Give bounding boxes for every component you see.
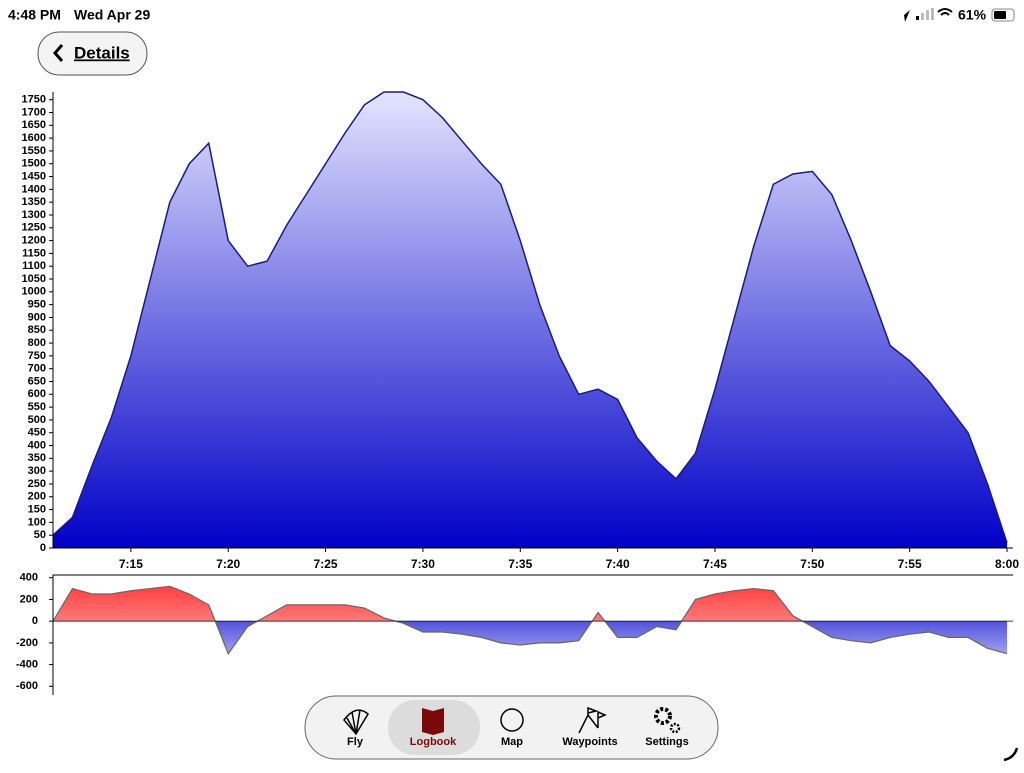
- y-tick-label: 400: [28, 439, 46, 451]
- tab-label[interactable]: Settings: [645, 736, 688, 748]
- tab-label[interactable]: Waypoints: [562, 736, 617, 748]
- y-tick-label: 1550: [22, 145, 46, 157]
- status-date: Wed Apr 29: [74, 7, 150, 23]
- tab-bar-bg: [304, 695, 719, 760]
- x-tick-label: 7:40: [606, 557, 630, 571]
- y-tick-label: 1400: [22, 183, 46, 195]
- location-icon: [898, 10, 910, 22]
- y-tick-label: 1350: [22, 196, 46, 208]
- tab-label[interactable]: Logbook: [410, 736, 457, 748]
- settings-icon: [654, 707, 672, 725]
- x-tick-label: 7:35: [508, 557, 532, 571]
- y-tick-label: 800: [28, 337, 46, 349]
- y-tick-label: 1150: [22, 247, 46, 259]
- tab-label[interactable]: Map: [501, 736, 523, 748]
- y-tick-label: 1500: [22, 158, 46, 170]
- vario-down-area: [53, 621, 1007, 654]
- x-tick-label: 8:00: [995, 557, 1019, 571]
- signal-icon: [916, 8, 934, 20]
- y-tick-label: 0: [32, 615, 38, 627]
- y-tick-label: 1000: [22, 286, 46, 298]
- y-tick-label: 1200: [22, 234, 46, 246]
- x-tick-label: 7:55: [898, 557, 922, 571]
- y-tick-label: 1650: [22, 119, 46, 131]
- y-tick-label: 550: [28, 401, 46, 413]
- y-tick-label: -600: [16, 680, 38, 692]
- y-tick-label: 200: [28, 491, 46, 503]
- y-tick-label: 400: [20, 572, 38, 584]
- y-tick-label: 450: [28, 427, 46, 439]
- back-button-bg[interactable]: [37, 31, 148, 76]
- y-tick-label: 700: [28, 363, 46, 375]
- x-tick-label: 7:20: [216, 557, 240, 571]
- x-tick-label: 7:30: [411, 557, 435, 571]
- y-tick-label: 350: [28, 452, 46, 464]
- vario-up-area: [53, 586, 803, 622]
- y-tick-label: 150: [28, 503, 46, 515]
- y-tick-label: 600: [28, 388, 46, 400]
- y-tick-label: 900: [28, 311, 46, 323]
- status-time: 4:48 PM: [8, 7, 61, 23]
- wifi-icon: [937, 8, 953, 16]
- y-tick-label: 0: [40, 542, 46, 554]
- settings-icon-small: [669, 722, 681, 734]
- waypoints-icon: [578, 706, 607, 734]
- y-tick-label: 500: [28, 414, 46, 426]
- back-label[interactable]: Details: [74, 43, 130, 62]
- y-tick-label: 1600: [22, 132, 46, 144]
- tab-bar: Fly Logbook Map Waypoints Settings: [304, 695, 719, 760]
- x-tick-label: 7:50: [800, 557, 824, 571]
- altitude-line: [52, 91, 1008, 544]
- battery-level: [994, 11, 1006, 19]
- y-tick-label: -200: [16, 637, 38, 649]
- y-tick-label: 1300: [22, 209, 46, 221]
- altitude-area: [53, 92, 1007, 548]
- y-tick-label: 250: [28, 478, 46, 490]
- charts: 0501001502002503003504004505005506006507…: [16, 91, 1019, 695]
- back-button[interactable]: Details: [37, 31, 148, 76]
- x-tick-label: 7:25: [314, 557, 338, 571]
- y-tick-label: 1450: [22, 170, 46, 182]
- battery-icon: [991, 8, 1015, 22]
- tab-label[interactable]: Fly: [347, 736, 364, 748]
- y-tick-label: -400: [16, 658, 38, 670]
- y-tick-label: 1250: [22, 222, 46, 234]
- map-icon: [500, 708, 524, 732]
- y-tick-label: 1100: [22, 260, 46, 272]
- y-tick-label: 200: [20, 593, 38, 605]
- resize-handle: [1003, 747, 1019, 762]
- x-tick-label: 7:15: [119, 557, 143, 571]
- y-tick-label: 850: [28, 324, 46, 336]
- fly-icon: [343, 709, 369, 736]
- y-tick-label: 750: [28, 350, 46, 362]
- y-tick-label: 50: [34, 529, 46, 541]
- y-tick-label: 950: [28, 299, 46, 311]
- logbook-icon: [422, 708, 444, 735]
- status-battery: 61%: [958, 7, 987, 23]
- y-tick-label: 1050: [22, 273, 46, 285]
- x-tick-label: 7:45: [703, 557, 727, 571]
- chevron: [53, 44, 64, 62]
- vario-line: [52, 585, 1008, 655]
- y-tick-label: 300: [28, 465, 46, 477]
- y-tick-label: 1750: [22, 94, 46, 106]
- y-tick-label: 650: [28, 375, 46, 387]
- y-tick-label: 100: [28, 516, 46, 528]
- y-tick-label: 1700: [22, 106, 46, 118]
